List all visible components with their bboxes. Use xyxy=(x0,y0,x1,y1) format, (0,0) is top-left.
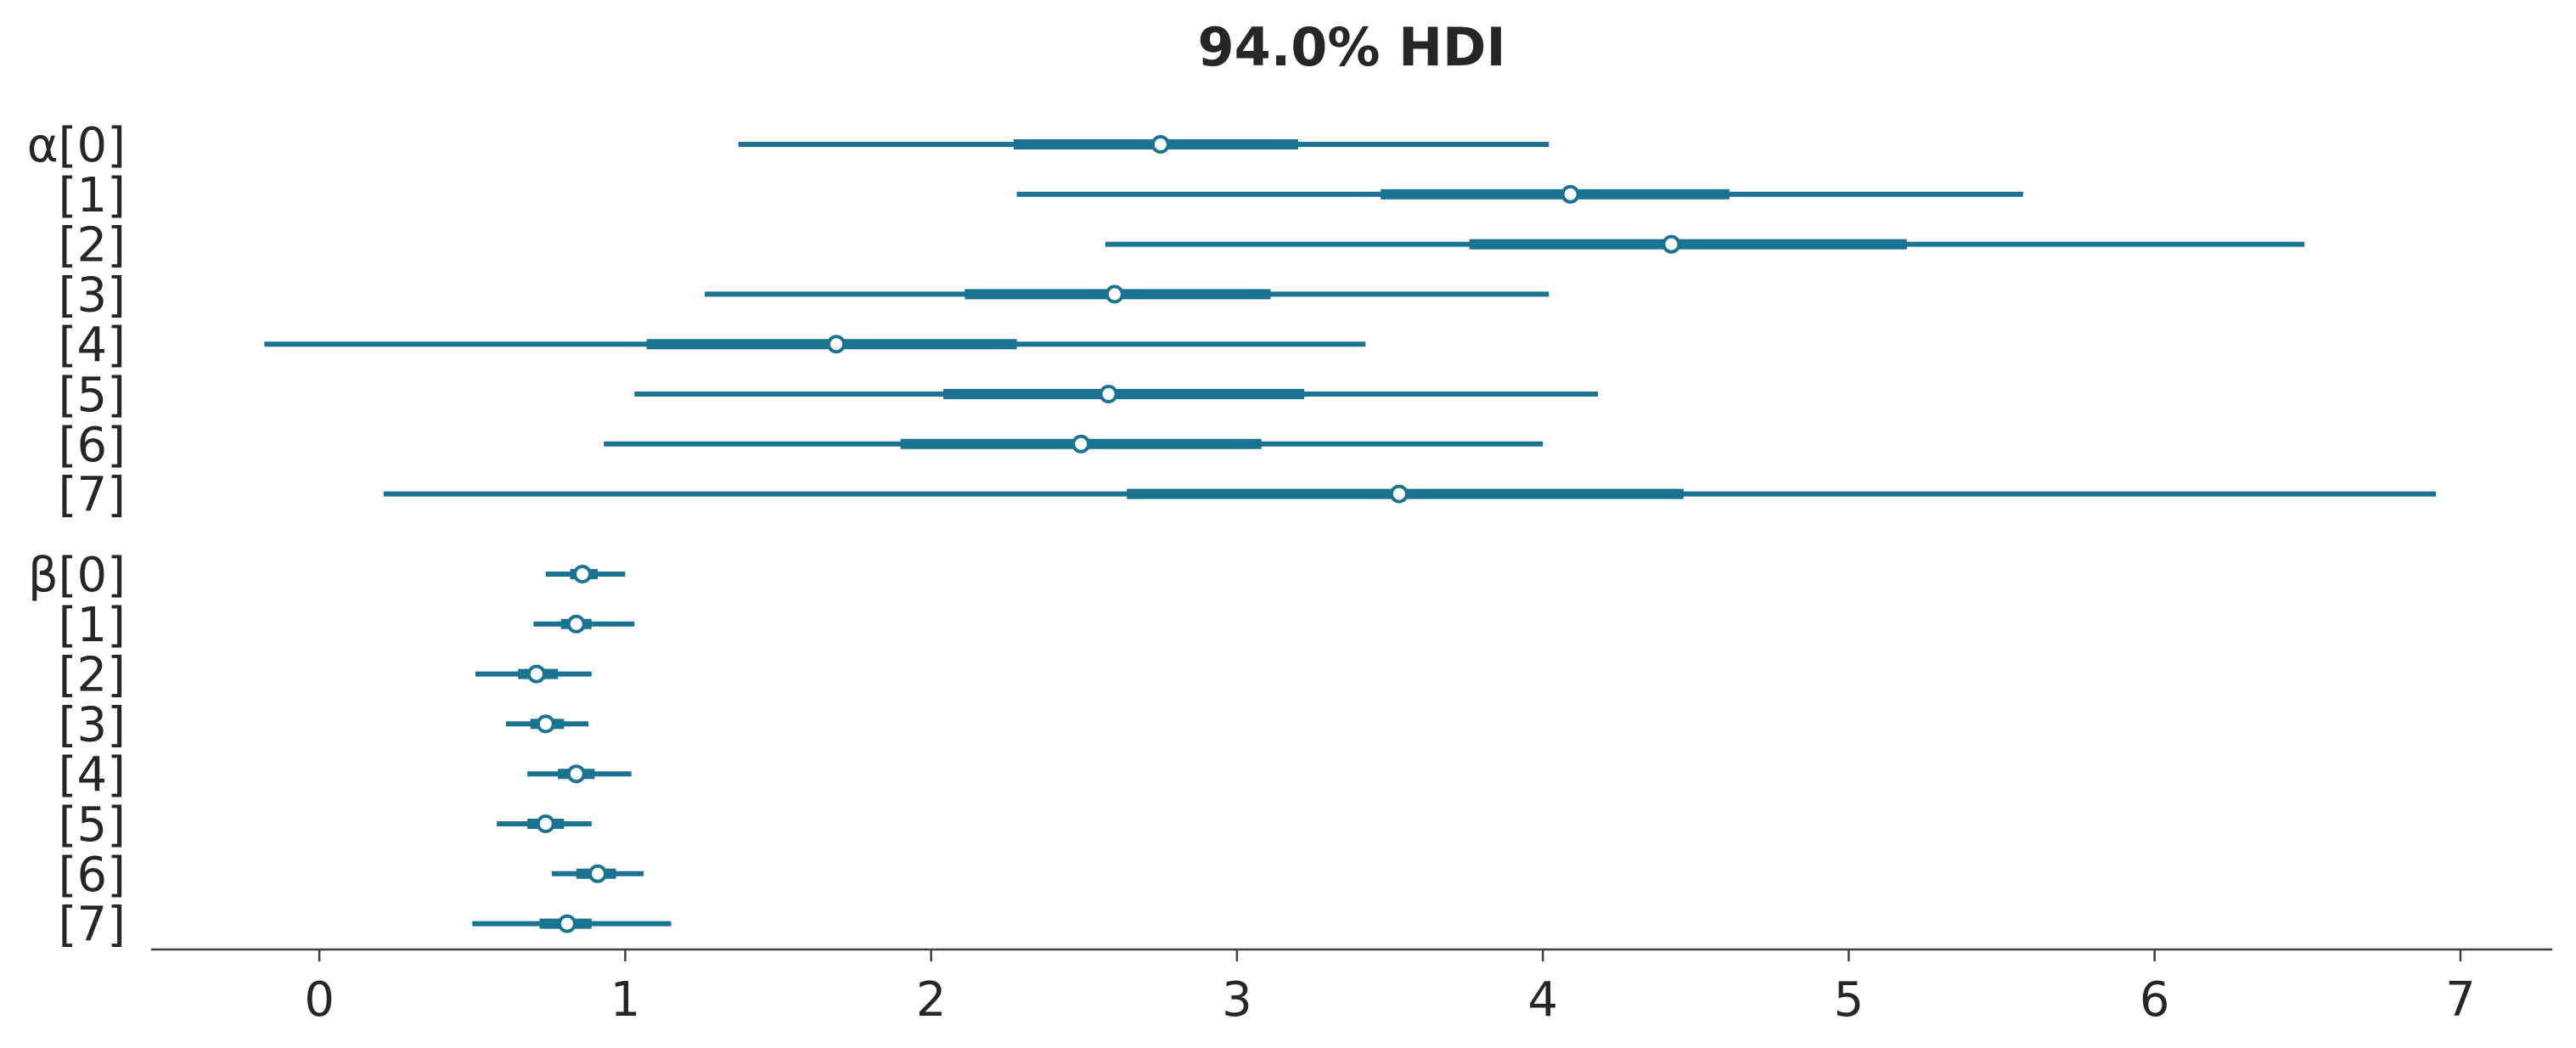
x-tick-label: 4 xyxy=(1527,972,1558,1028)
median-point xyxy=(557,914,577,933)
row-label: [4] xyxy=(59,747,126,803)
row-label: [5] xyxy=(59,797,126,853)
forest-row: [4] xyxy=(59,747,632,803)
median-point xyxy=(572,565,592,583)
median-point xyxy=(566,614,586,634)
median-point xyxy=(1662,234,1681,254)
forest-row: [6] xyxy=(59,418,1544,473)
chart-title: 94.0% HDI xyxy=(1197,16,1505,78)
forest-row: β[0] xyxy=(28,548,626,603)
x-tick-label: 2 xyxy=(916,972,947,1028)
hdi-rows: α[0][1][2][3][4][5][6][7]β[0][1][2][3][4… xyxy=(27,118,2437,953)
median-point xyxy=(1150,135,1170,154)
x-tick-label: 3 xyxy=(1222,972,1252,1028)
median-point xyxy=(526,664,546,684)
row-label: β[0] xyxy=(28,548,126,603)
forest-row: [1] xyxy=(59,168,2023,223)
median-point xyxy=(826,335,846,354)
x-tick-label: 1 xyxy=(610,972,641,1028)
row-label: [1] xyxy=(59,598,126,653)
median-point xyxy=(536,814,555,833)
forest-row: [5] xyxy=(59,368,1599,423)
row-label: [7] xyxy=(59,468,126,523)
forest-row: α[0] xyxy=(27,118,1550,173)
row-label: [2] xyxy=(59,218,126,273)
x-tick-label: 0 xyxy=(304,972,335,1028)
row-label: [6] xyxy=(59,418,126,473)
forest-row: [2] xyxy=(59,218,2305,273)
row-label: [7] xyxy=(59,898,126,953)
row-label: [6] xyxy=(59,848,126,903)
median-point xyxy=(1071,434,1091,454)
median-point xyxy=(1099,385,1118,403)
row-label: [1] xyxy=(59,168,126,223)
forest-row: [7] xyxy=(59,468,2437,523)
median-point xyxy=(566,764,586,784)
median-point xyxy=(588,864,607,883)
median-point xyxy=(536,714,555,734)
median-point xyxy=(1105,285,1124,304)
row-label: [3] xyxy=(59,697,126,752)
forest-row: [6] xyxy=(59,848,644,903)
x-tick-label: 6 xyxy=(2140,972,2170,1028)
row-label: α[0] xyxy=(27,118,126,173)
row-label: [4] xyxy=(59,318,126,373)
median-point xyxy=(1389,484,1409,504)
forest-row: [1] xyxy=(59,598,635,653)
x-tick-label: 5 xyxy=(1834,972,1865,1028)
forest-row: [2] xyxy=(59,648,592,703)
row-label: [5] xyxy=(59,368,126,423)
x-tick-label: 7 xyxy=(2445,972,2476,1028)
row-label: [3] xyxy=(59,268,126,323)
forest-row: [5] xyxy=(59,797,592,853)
forest-row: [3] xyxy=(59,268,1550,323)
forest-row: [7] xyxy=(59,898,672,953)
median-point xyxy=(1561,184,1580,204)
forest-row: [4] xyxy=(59,318,1366,373)
row-label: [2] xyxy=(59,648,126,703)
x-axis: 0 1 2 3 4 5 6 7 xyxy=(151,948,2552,1028)
forest-row: [3] xyxy=(59,697,589,752)
